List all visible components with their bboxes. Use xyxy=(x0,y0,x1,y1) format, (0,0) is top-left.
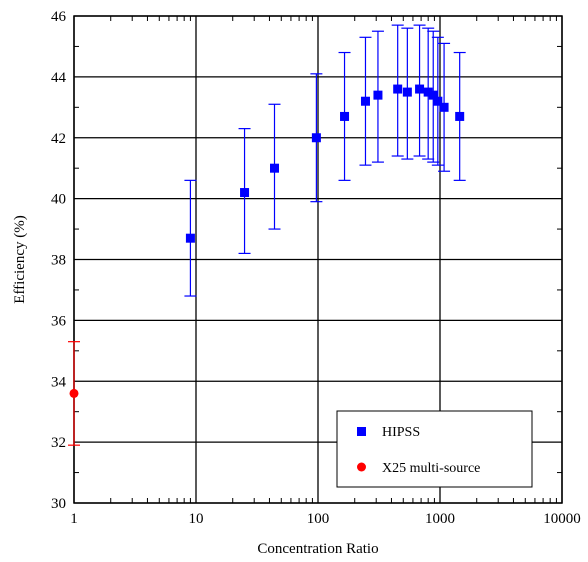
x-tick-label: 100 xyxy=(307,511,330,527)
x-axis-title: Concentration Ratio xyxy=(257,541,378,557)
y-tick-label: 42 xyxy=(51,131,66,147)
data-point-hipss xyxy=(423,87,433,97)
x-tick-label: 10 xyxy=(189,511,204,527)
y-tick-label: 46 xyxy=(51,9,67,25)
y-axis-title: Efficiency (%) xyxy=(12,215,28,303)
data-point-hipss xyxy=(270,163,280,173)
data-point-hipss xyxy=(402,87,412,97)
data-point-hipss xyxy=(433,96,443,106)
y-tick-label: 38 xyxy=(51,253,66,269)
data-point-hipss xyxy=(340,111,350,121)
legend-marker-hipss xyxy=(357,427,366,436)
tick-label-layer: 1 10 100 1000 10000 30 32 34 36 38 40 42 44 46 xyxy=(51,9,581,527)
plot-frame xyxy=(73,15,563,504)
minor-tick-layer xyxy=(74,16,562,503)
data-point-hipss xyxy=(240,188,250,198)
legend-label-x25: X25 multi-source xyxy=(382,461,480,476)
x-tick-label: 10000 xyxy=(543,511,581,527)
legend-label-hipss: HIPSS xyxy=(382,425,420,440)
data-point-hipss xyxy=(439,102,449,112)
data-point-hipss xyxy=(311,133,321,143)
y-tick-label: 30 xyxy=(51,496,66,512)
y-tick-label: 36 xyxy=(51,313,67,329)
legend-marker-x25 xyxy=(357,462,366,472)
y-tick-label: 44 xyxy=(51,70,67,86)
data-point-hipss xyxy=(428,90,438,100)
y-tick-label: 32 xyxy=(51,435,66,451)
y-tick-label: 40 xyxy=(51,192,66,208)
data-point-hipss xyxy=(360,96,370,106)
marker-layer xyxy=(69,84,465,398)
data-point-x25 xyxy=(69,388,79,398)
legend-box xyxy=(336,410,533,488)
data-point-hipss xyxy=(455,111,465,121)
x-tick-label: 1 xyxy=(70,511,78,527)
data-point-hipss xyxy=(415,84,425,94)
data-point-hipss xyxy=(373,90,383,100)
legend: HIPSS X25 multi-source xyxy=(336,410,533,488)
y-tick-label: 34 xyxy=(51,374,67,390)
x-tick-label: 1000 xyxy=(425,511,455,527)
data-point-hipss xyxy=(393,84,403,94)
data-point-hipss xyxy=(185,233,195,243)
